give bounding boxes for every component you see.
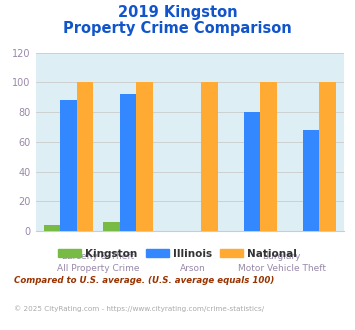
Text: Property Crime Comparison: Property Crime Comparison bbox=[63, 21, 292, 36]
Text: Arson: Arson bbox=[180, 264, 206, 273]
Legend: Kingston, Illinois, National: Kingston, Illinois, National bbox=[54, 245, 301, 263]
Text: Larceny & Theft: Larceny & Theft bbox=[62, 252, 134, 261]
Bar bbox=[201, 82, 218, 231]
Text: Burglary: Burglary bbox=[262, 252, 301, 261]
Text: 2019 Kingston: 2019 Kingston bbox=[118, 5, 237, 20]
Bar bbox=[77, 82, 93, 231]
Bar bbox=[44, 225, 60, 231]
Text: All Property Crime: All Property Crime bbox=[57, 264, 140, 273]
Text: Compared to U.S. average. (U.S. average equals 100): Compared to U.S. average. (U.S. average … bbox=[14, 276, 274, 284]
Text: © 2025 CityRating.com - https://www.cityrating.com/crime-statistics/: © 2025 CityRating.com - https://www.city… bbox=[14, 305, 264, 312]
Bar bbox=[244, 112, 260, 231]
Bar bbox=[136, 82, 153, 231]
Text: Motor Vehicle Theft: Motor Vehicle Theft bbox=[237, 264, 326, 273]
Bar bbox=[260, 82, 277, 231]
Bar bbox=[103, 222, 120, 231]
Bar bbox=[303, 130, 320, 231]
Bar bbox=[320, 82, 336, 231]
Bar bbox=[60, 100, 77, 231]
Bar bbox=[120, 94, 136, 231]
